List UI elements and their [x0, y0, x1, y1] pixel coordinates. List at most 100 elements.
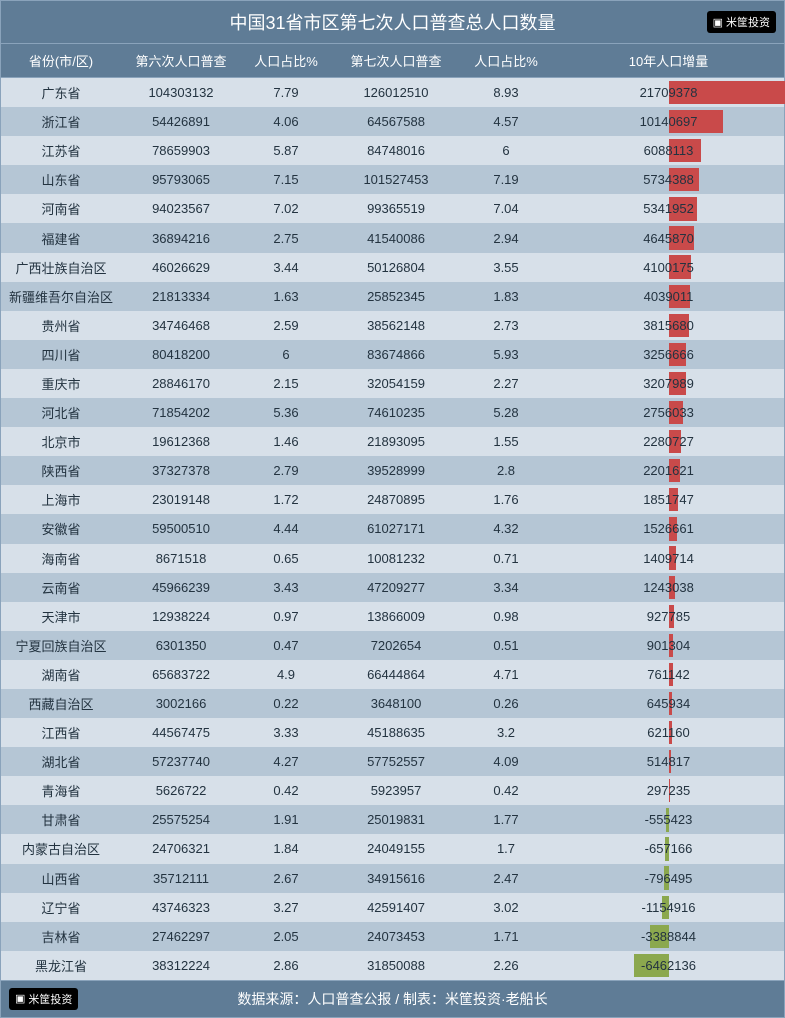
cell-pct6: 2.67 — [241, 871, 331, 886]
cell-pct6: 2.05 — [241, 929, 331, 944]
logo-icon: ▣ — [15, 992, 25, 1005]
cell-province: 重庆市 — [1, 374, 121, 393]
cell-census7: 13866009 — [331, 609, 461, 624]
delta-label: -6462136 — [551, 958, 785, 973]
cell-census7: 126012510 — [331, 85, 461, 100]
cell-pct6: 0.22 — [241, 696, 331, 711]
cell-census6: 38312224 — [121, 958, 241, 973]
cell-census6: 35712111 — [121, 871, 241, 886]
delta-label: 3256666 — [551, 347, 785, 362]
cell-pct7: 2.73 — [461, 318, 551, 333]
cell-province: 海南省 — [1, 549, 121, 568]
delta-label: -1154916 — [551, 900, 785, 915]
cell-census7: 10081232 — [331, 551, 461, 566]
cell-census6: 65683722 — [121, 667, 241, 682]
table-row: 福建省368942162.75415400862.944645870 — [1, 223, 784, 252]
table-row: 内蒙古自治区247063211.84240491551.7-657166 — [1, 834, 784, 863]
cell-pct7: 5.28 — [461, 405, 551, 420]
cell-pct6: 2.79 — [241, 463, 331, 478]
cell-pct7: 0.51 — [461, 638, 551, 653]
delta-label: 621160 — [551, 725, 785, 740]
cell-pct6: 0.97 — [241, 609, 331, 624]
cell-delta: 4039011 — [551, 282, 785, 311]
cell-census7: 50126804 — [331, 260, 461, 275]
cell-census7: 38562148 — [331, 318, 461, 333]
cell-pct7: 5.93 — [461, 347, 551, 362]
cell-delta: -796495 — [551, 864, 785, 893]
cell-pct6: 4.9 — [241, 667, 331, 682]
cell-census6: 37327378 — [121, 463, 241, 478]
cell-pct6: 3.44 — [241, 260, 331, 275]
cell-province: 山东省 — [1, 170, 121, 189]
cell-province: 广东省 — [1, 83, 121, 102]
cell-census6: 71854202 — [121, 405, 241, 420]
cell-pct7: 3.02 — [461, 900, 551, 915]
title-bar: 中国31省市区第七次人口普查总人口数量 ▣ 米筐投资 — [1, 1, 784, 44]
cell-census7: 24073453 — [331, 929, 461, 944]
table-row: 甘肃省255752541.91250198311.77-555423 — [1, 805, 784, 834]
cell-census6: 44567475 — [121, 725, 241, 740]
cell-delta: 2756033 — [551, 398, 785, 427]
cell-census7: 45188635 — [331, 725, 461, 740]
cell-delta: -3388844 — [551, 922, 785, 951]
col-census7: 第七次人口普查 — [331, 51, 461, 70]
logo-badge: ▣ 米筐投资 — [707, 11, 776, 33]
logo-badge-footer: ▣ 米筐投资 — [9, 988, 78, 1010]
cell-census7: 101527453 — [331, 172, 461, 187]
cell-pct7: 0.42 — [461, 783, 551, 798]
table-row: 宁夏回族自治区63013500.4772026540.51901304 — [1, 631, 784, 660]
cell-census7: 34915616 — [331, 871, 461, 886]
cell-pct7: 2.94 — [461, 231, 551, 246]
cell-census7: 31850088 — [331, 958, 461, 973]
cell-pct7: 4.57 — [461, 114, 551, 129]
cell-pct7: 1.77 — [461, 812, 551, 827]
cell-pct6: 4.06 — [241, 114, 331, 129]
cell-census6: 57237740 — [121, 754, 241, 769]
cell-census7: 61027171 — [331, 521, 461, 536]
cell-delta: 621160 — [551, 718, 785, 747]
cell-province: 黑龙江省 — [1, 956, 121, 975]
cell-province: 上海市 — [1, 490, 121, 509]
cell-delta: -555423 — [551, 805, 785, 834]
cell-delta: 3815680 — [551, 311, 785, 340]
cell-pct7: 7.04 — [461, 201, 551, 216]
cell-delta: 5734388 — [551, 165, 785, 194]
delta-label: 6088113 — [551, 143, 785, 158]
cell-census7: 57752557 — [331, 754, 461, 769]
cell-pct7: 8.93 — [461, 85, 551, 100]
delta-label: 645934 — [551, 696, 785, 711]
table-row: 四川省804182006836748665.933256666 — [1, 340, 784, 369]
delta-label: 1409714 — [551, 551, 785, 566]
delta-label: 2756033 — [551, 405, 785, 420]
cell-pct6: 6 — [241, 347, 331, 362]
delta-label: -555423 — [551, 812, 785, 827]
delta-label: 761142 — [551, 667, 785, 682]
cell-province: 河北省 — [1, 403, 121, 422]
cell-province: 云南省 — [1, 578, 121, 597]
cell-province: 天津市 — [1, 607, 121, 626]
cell-census6: 59500510 — [121, 521, 241, 536]
cell-province: 福建省 — [1, 229, 121, 248]
cell-census6: 78659903 — [121, 143, 241, 158]
cell-census6: 28846170 — [121, 376, 241, 391]
cell-pct7: 1.83 — [461, 289, 551, 304]
cell-delta: 297235 — [551, 776, 785, 805]
cell-census7: 25852345 — [331, 289, 461, 304]
col-pct7: 人口占比% — [461, 51, 551, 70]
cell-delta: -1154916 — [551, 893, 785, 922]
cell-pct7: 0.71 — [461, 551, 551, 566]
col-pct6: 人口占比% — [241, 51, 331, 70]
cell-pct6: 2.75 — [241, 231, 331, 246]
cell-pct6: 1.63 — [241, 289, 331, 304]
cell-delta: 21709378 — [551, 78, 785, 107]
cell-census6: 25575254 — [121, 812, 241, 827]
delta-label: 927785 — [551, 609, 785, 624]
cell-census6: 43746323 — [121, 900, 241, 915]
table-row: 山东省957930657.151015274537.195734388 — [1, 165, 784, 194]
table-body: 广东省1043031327.791260125108.9321709378浙江省… — [1, 78, 784, 980]
cell-pct7: 4.71 — [461, 667, 551, 682]
table-row: 广东省1043031327.791260125108.9321709378 — [1, 78, 784, 107]
delta-label: -3388844 — [551, 929, 785, 944]
cell-pct7: 6 — [461, 143, 551, 158]
logo-icon: ▣ — [713, 16, 723, 29]
